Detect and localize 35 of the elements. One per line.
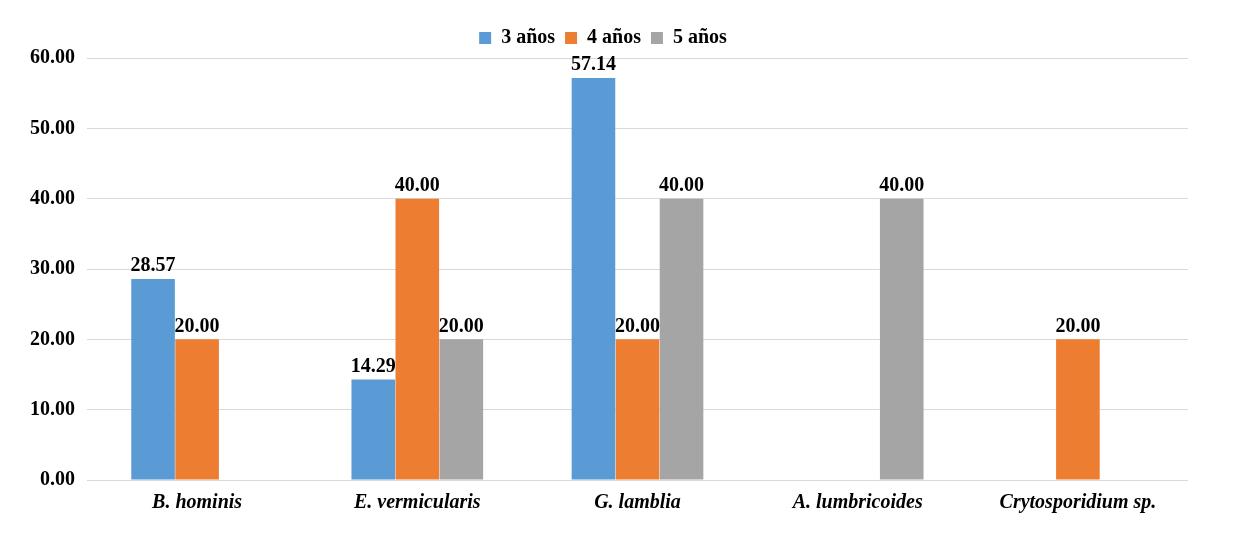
bar [659,198,704,480]
x-tick-label: B. hominis [151,490,243,513]
bar [439,339,484,480]
x-tick-label: Crytosporidium sp. [999,490,1157,514]
data-label: 40.00 [879,172,925,195]
y-tick-label: 20.00 [30,326,75,349]
y-tick-label: 30.00 [30,256,75,279]
x-tick-label: G. lamblia [594,490,681,513]
data-label: 20.00 [174,313,220,336]
bar [351,379,396,480]
x-tick-label: E. vermicularis [352,490,481,513]
legend-label: 5 años [672,25,728,48]
data-label: 28.57 [130,253,176,276]
bar [1056,339,1100,480]
data-label: 20.00 [438,313,484,336]
legend-label: 4 años [587,25,642,48]
bar [879,198,924,480]
data-label: 40.00 [659,172,705,195]
y-tick-label: 10.00 [30,396,75,419]
data-label: 57.14 [570,52,616,75]
legend-label: 3 años [501,25,556,48]
bar [175,339,219,480]
bar [131,279,175,480]
y-tick-label: 0.00 [40,467,75,490]
data-label: 40.00 [394,172,440,195]
data-label: 14.29 [350,353,396,376]
y-tick-label: 60.00 [30,45,75,68]
y-tick-label: 40.00 [30,185,75,208]
x-tick-label: A. lumbricoides [790,490,923,513]
data-label: 20.00 [1055,313,1101,336]
y-tick-label: 50.00 [30,115,75,138]
data-label: 20.00 [615,313,660,336]
bar [571,78,616,480]
bar [615,339,660,480]
bar [395,198,440,480]
